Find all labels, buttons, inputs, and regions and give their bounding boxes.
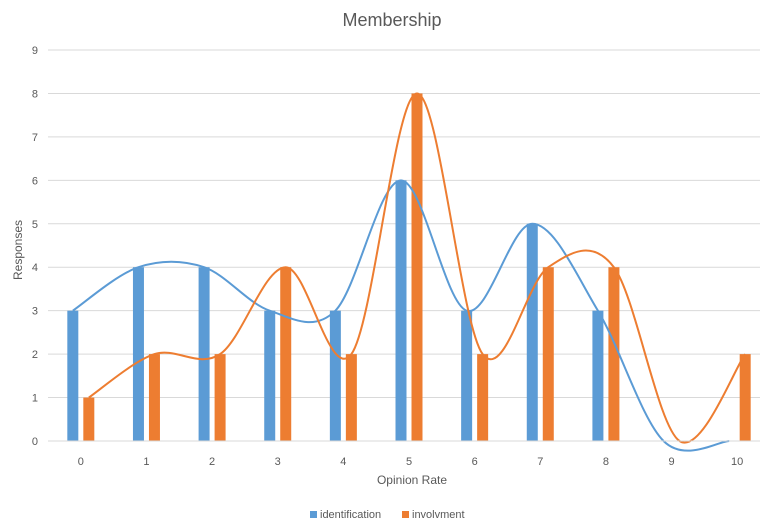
bar-involvment-5 xyxy=(411,93,423,441)
y-tick-label: 5 xyxy=(32,219,38,231)
x-tick-label: 1 xyxy=(143,456,149,468)
x-tick-label: 5 xyxy=(406,456,412,468)
bar-identification-7 xyxy=(526,223,538,441)
bar-involvment-1 xyxy=(148,354,160,441)
x-tick-label: 9 xyxy=(668,456,674,468)
bar-identification-6 xyxy=(461,310,473,441)
trendline-identification xyxy=(72,179,730,452)
y-tick-label: 9 xyxy=(32,45,38,57)
bar-involvment-7 xyxy=(542,267,554,441)
bar-identification-1 xyxy=(132,267,144,441)
bar-identification-4 xyxy=(329,310,341,441)
y-tick-label: 4 xyxy=(32,262,38,274)
legend-swatch-involvment xyxy=(402,511,409,518)
x-axis-title: Opinion Rate xyxy=(377,473,447,487)
bar-involvment-4 xyxy=(345,354,357,441)
y-tick-label: 7 xyxy=(32,132,38,144)
bar-identification-0 xyxy=(67,310,79,441)
bar-involvment-8 xyxy=(608,267,620,441)
x-tick-label: 8 xyxy=(603,456,609,468)
bar-identification-3 xyxy=(264,310,276,441)
x-tick-label: 10 xyxy=(731,456,743,468)
x-axis-ticks: 0 1 2 3 4 5 6 7 8 9 10 xyxy=(78,456,744,468)
x-tick-label: 2 xyxy=(209,456,215,468)
legend: identification involvment xyxy=(310,509,465,521)
bars xyxy=(67,93,751,442)
y-axis-ticks: 0 1 2 3 4 5 6 7 8 9 xyxy=(32,45,38,448)
trendlines xyxy=(72,92,746,452)
bar-involvment-3 xyxy=(280,267,292,441)
x-tick-label: 7 xyxy=(537,456,543,468)
y-axis-title: Responses xyxy=(11,220,25,280)
y-tick-label: 1 xyxy=(32,393,38,405)
bar-identification-5 xyxy=(395,180,407,442)
legend-label: identification xyxy=(320,509,381,521)
y-tick-label: 8 xyxy=(32,88,38,100)
x-tick-label: 4 xyxy=(340,456,346,468)
y-tick-label: 3 xyxy=(32,306,38,318)
y-tick-label: 0 xyxy=(32,436,38,448)
trendline-involvment xyxy=(88,92,746,444)
bar-identification-8 xyxy=(592,310,604,441)
legend-label: involvment xyxy=(412,509,465,521)
y-tick-label: 2 xyxy=(32,349,38,361)
bar-involvment-0 xyxy=(83,397,95,441)
x-tick-label: 6 xyxy=(472,456,478,468)
bar-involvment-2 xyxy=(214,354,226,441)
bar-identification-2 xyxy=(198,267,210,441)
bar-involvment-10 xyxy=(739,354,751,441)
legend-swatch-identification xyxy=(310,511,317,518)
x-tick-label: 0 xyxy=(78,456,84,468)
y-tick-label: 6 xyxy=(32,175,38,187)
bar-involvment-6 xyxy=(477,354,489,441)
chart-title: Membership xyxy=(342,10,441,30)
x-tick-label: 3 xyxy=(275,456,281,468)
